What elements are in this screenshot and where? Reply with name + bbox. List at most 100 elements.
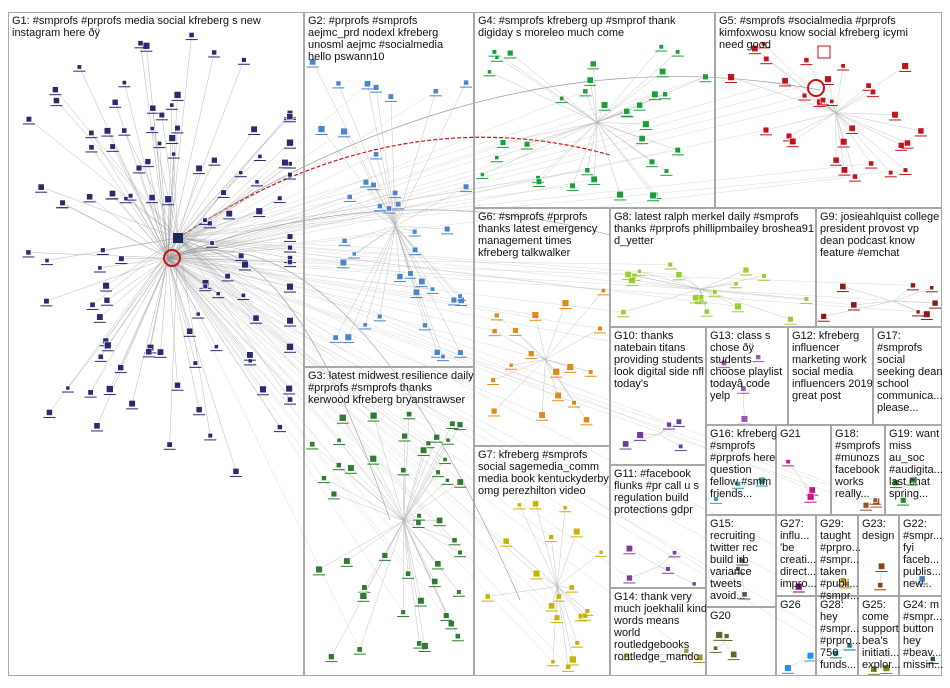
node-g5: [891, 111, 899, 119]
edge: [124, 82, 169, 259]
edge: [167, 236, 291, 259]
group-box-g19: G19: want miss au_soc #audigita... last …: [885, 425, 943, 515]
node-g11: [625, 545, 633, 553]
node-g11: [626, 574, 633, 582]
node-g5: [824, 75, 832, 83]
node-g4: [584, 167, 591, 174]
node-g2: [392, 189, 399, 196]
node-g5: [840, 166, 848, 174]
group-box-g1: G1: #smprofs #prprofs media social kfreb…: [8, 12, 304, 676]
node-g2: [407, 270, 414, 277]
edge: [835, 65, 844, 113]
edge: [167, 257, 335, 495]
edge: [379, 205, 396, 227]
node-g3: [330, 490, 338, 498]
group-box-g4: G4: #smprofs kfreberg up #smprof thank d…: [474, 12, 715, 208]
edge: [177, 129, 255, 239]
edge: [375, 154, 396, 227]
group-box-g2: G2: #prprofs #smprofs aejmc_prd nodexl k…: [304, 12, 474, 367]
node-g4: [674, 147, 681, 154]
edge: [738, 480, 763, 489]
edge: [167, 257, 877, 502]
node-g1: [46, 409, 53, 416]
node-g1: [211, 49, 217, 56]
node-g8: [620, 309, 627, 316]
node-g3: [420, 642, 429, 650]
edge: [167, 257, 867, 506]
edge: [359, 520, 404, 650]
edge: [167, 257, 200, 410]
node-g2: [376, 203, 383, 210]
node-g5: [751, 44, 759, 53]
node-g2: [309, 58, 317, 66]
edge: [177, 184, 374, 239]
edge: [151, 128, 179, 239]
node-g1: [287, 172, 293, 178]
node-g15: [741, 591, 748, 598]
edge: [105, 237, 179, 286]
node-g5: [762, 126, 770, 134]
edge: [167, 94, 178, 259]
edge: [169, 237, 179, 445]
node-g5: [727, 73, 735, 81]
node-g1: [86, 193, 93, 201]
node-g2: [412, 246, 419, 253]
edge: [167, 176, 855, 259]
node-g9: [839, 283, 847, 290]
self-loop: [807, 79, 825, 97]
node-g4: [491, 49, 497, 55]
edge: [572, 122, 598, 186]
edge: [658, 552, 675, 567]
edge: [494, 330, 546, 360]
node-g8: [692, 294, 700, 302]
edge: [177, 104, 605, 239]
node-g7: [553, 614, 561, 621]
node-g6: [554, 391, 562, 400]
edge: [395, 226, 411, 274]
node-g1: [158, 111, 165, 119]
edge: [46, 237, 179, 261]
edge: [177, 237, 374, 416]
edge: [557, 586, 582, 617]
node-g1: [211, 156, 218, 164]
edge: [167, 257, 291, 287]
node-g2: [386, 205, 392, 212]
node-g1: [224, 273, 231, 280]
node-g3: [347, 464, 355, 472]
node-g4: [559, 95, 565, 101]
node-g2: [341, 237, 348, 244]
group-box-g27: G27: influ... 'be creati... direct... im…: [776, 515, 817, 596]
node-g1: [97, 265, 103, 271]
group-label-g13: G13: class s chose ðÿ students choose pl…: [710, 330, 786, 402]
node-g2: [444, 225, 451, 233]
node-g1: [25, 249, 32, 256]
node-g3: [457, 549, 463, 556]
node-g28: [832, 650, 839, 657]
group-label-g12: G12: kfreberg influencer marketing work …: [792, 330, 876, 402]
edge: [835, 112, 891, 173]
node-g9: [931, 299, 939, 307]
edge: [177, 237, 459, 593]
node-g3: [454, 633, 461, 640]
node-g20: [723, 633, 730, 639]
node-g4: [590, 175, 598, 183]
node-g1: [238, 252, 245, 259]
node-g6: [588, 369, 594, 375]
group-box-g9: G9: josieahlquist college president prov…: [816, 208, 942, 327]
edge: [167, 257, 429, 444]
node-g7: [502, 537, 510, 545]
edge: [338, 464, 404, 521]
hub-node: [817, 45, 831, 59]
edge: [623, 288, 701, 313]
node-g3: [443, 612, 450, 619]
node-g8: [742, 266, 750, 274]
node-g3: [369, 455, 377, 463]
node-g1: [128, 400, 136, 408]
edge: [493, 359, 546, 381]
node-g1: [117, 364, 125, 371]
node-g14: [696, 653, 704, 661]
node-g10: [636, 431, 644, 439]
node-g1: [246, 351, 254, 359]
node-g7: [573, 527, 581, 536]
edge: [629, 548, 660, 567]
